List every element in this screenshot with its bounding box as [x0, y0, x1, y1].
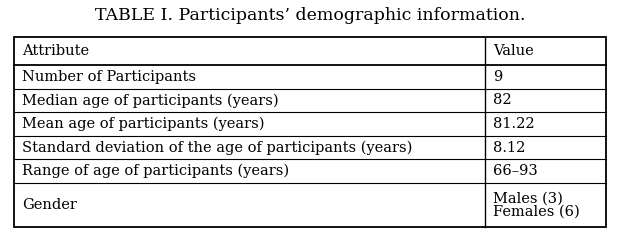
Text: 82: 82 [493, 93, 512, 107]
Text: TABLE I. Participants’ demographic information.: TABLE I. Participants’ demographic infor… [95, 7, 525, 24]
Text: Range of age of participants (years): Range of age of participants (years) [22, 164, 289, 178]
Text: 81.22: 81.22 [493, 117, 534, 131]
Text: Mean age of participants (years): Mean age of participants (years) [22, 117, 264, 131]
Text: Gender: Gender [22, 198, 77, 212]
Text: Standard deviation of the age of participants (years): Standard deviation of the age of partici… [22, 140, 412, 155]
Text: Value: Value [493, 44, 534, 58]
Text: Females (6): Females (6) [493, 204, 580, 218]
Text: 9: 9 [493, 70, 502, 84]
Text: 8.12: 8.12 [493, 140, 525, 154]
Text: Attribute: Attribute [22, 44, 89, 58]
Text: 66–93: 66–93 [493, 164, 538, 178]
Text: Males (3): Males (3) [493, 192, 563, 206]
Text: Median age of participants (years): Median age of participants (years) [22, 93, 278, 108]
Text: Number of Participants: Number of Participants [22, 70, 196, 84]
